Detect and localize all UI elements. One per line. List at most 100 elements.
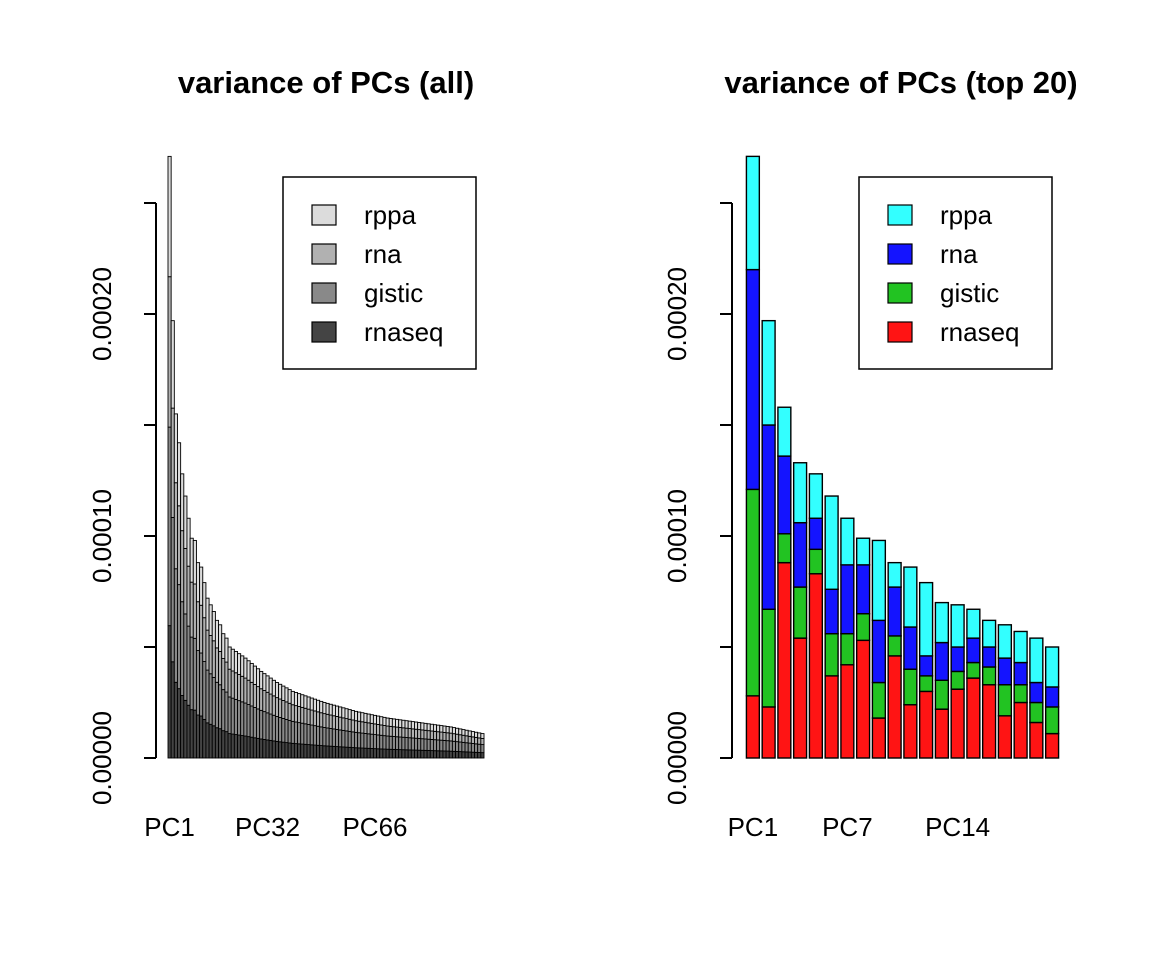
bar-segment xyxy=(385,725,390,737)
legend-label: gistic xyxy=(940,278,999,308)
bar-segment xyxy=(293,705,299,723)
bar-segment xyxy=(448,750,453,759)
bar-segment xyxy=(173,568,178,683)
bar-segment xyxy=(297,693,302,707)
bar-segment-rppa xyxy=(808,473,824,519)
bar-segment xyxy=(448,732,453,742)
bar-segment xyxy=(243,657,248,679)
legend-swatch xyxy=(311,243,337,265)
bar-segment xyxy=(170,517,175,663)
bar-segment xyxy=(347,709,352,720)
bar-segment xyxy=(199,715,204,759)
bar-segment xyxy=(385,717,390,727)
legend-swatch xyxy=(311,204,337,226)
bar-segment-rppa xyxy=(950,604,965,648)
bar-segment xyxy=(357,720,362,734)
bar-segment-gistic xyxy=(761,608,776,708)
bar-segment xyxy=(420,738,425,751)
bar-segment xyxy=(205,669,210,724)
bar-segment xyxy=(218,650,223,686)
bar-segment xyxy=(331,715,336,730)
bar-segment-rnaseq xyxy=(903,704,918,759)
bar-segment-rnaseq xyxy=(855,639,871,759)
bar-segment xyxy=(335,705,340,717)
bar-segment xyxy=(398,719,403,728)
bar-segment xyxy=(290,690,295,706)
bar-segment xyxy=(414,721,419,730)
bar-segment xyxy=(221,658,226,691)
bar-segment xyxy=(442,750,447,759)
bar-segment xyxy=(233,672,238,700)
bar-segment xyxy=(322,702,327,715)
bar-segment xyxy=(262,690,267,713)
bar-segment-rnaseq xyxy=(792,637,808,759)
bar-segment xyxy=(278,698,283,718)
bar-segment xyxy=(262,711,267,740)
bar-segment xyxy=(379,734,384,750)
bar-segment xyxy=(467,751,472,759)
bar-segment-rna xyxy=(777,455,792,535)
y-tick-label: 0.00020 xyxy=(87,267,117,361)
bar-segment-rppa xyxy=(745,155,761,271)
x-tick-label: PC32 xyxy=(235,812,300,842)
bar-segment xyxy=(271,714,276,742)
bar-segment xyxy=(325,745,330,759)
bar-segment xyxy=(474,743,479,753)
bar-segment-rna xyxy=(997,657,1013,686)
bar-segment-rnaseq xyxy=(871,717,887,759)
x-tick-label: PC7 xyxy=(822,812,873,842)
bar-segment xyxy=(451,740,457,752)
bar-segment xyxy=(322,713,327,728)
bar-segment xyxy=(426,738,431,751)
bar-segment-gistic xyxy=(997,684,1013,717)
bar-segment xyxy=(426,730,431,740)
bar-segment xyxy=(470,751,475,759)
legend-label: rna xyxy=(940,239,978,269)
bar-segment xyxy=(256,686,261,710)
bar-segment xyxy=(177,584,182,690)
bar-segment xyxy=(382,748,387,759)
bar-segment xyxy=(195,601,201,652)
bar-segment xyxy=(274,682,280,699)
bar-segment-rppa xyxy=(903,566,918,628)
bar-segment xyxy=(448,740,453,752)
bar-segment-rnaseq xyxy=(1029,721,1044,759)
bar-segment-rnaseq xyxy=(918,690,934,759)
bars xyxy=(167,155,485,759)
bar-segment xyxy=(177,688,182,759)
bar-segment-rppa xyxy=(777,406,792,457)
legend-swatch xyxy=(887,321,913,343)
bar-segment xyxy=(423,722,428,731)
bar-segment xyxy=(325,727,330,747)
bar-segment xyxy=(414,728,419,739)
bar-segment xyxy=(429,738,434,752)
bar-segment xyxy=(221,730,226,759)
bar-segment-rppa xyxy=(871,539,887,622)
bar-segment xyxy=(458,751,463,759)
bar-segment xyxy=(218,624,223,652)
bar-segment-rppa xyxy=(934,601,950,644)
bar-segment xyxy=(404,720,409,729)
y-tick-label: 0.00000 xyxy=(662,711,692,805)
bar-segment xyxy=(224,731,229,759)
bar-segment-rna xyxy=(824,588,839,635)
bar-segment xyxy=(404,727,409,738)
y-axis: 0.00000 0.00010 0.00020 xyxy=(662,202,733,805)
bar-segment xyxy=(186,565,191,627)
bar-segment xyxy=(180,530,185,603)
bar-segment xyxy=(284,718,289,744)
bar-segment xyxy=(372,714,378,725)
bar-segment xyxy=(328,745,333,759)
bar-segment xyxy=(202,582,207,619)
bar-segment xyxy=(477,743,482,753)
bar-segment xyxy=(369,748,374,759)
bar-segment xyxy=(287,742,292,759)
bar-segment xyxy=(186,517,191,567)
bar-segment xyxy=(369,714,374,724)
bar-segment-rnaseq xyxy=(950,688,965,759)
bar-segment xyxy=(312,725,317,746)
bar-segment xyxy=(391,736,396,750)
bar-segment-rnaseq xyxy=(824,675,839,759)
bar-segment-rnaseq xyxy=(1044,732,1060,759)
bar-segment xyxy=(432,739,438,752)
